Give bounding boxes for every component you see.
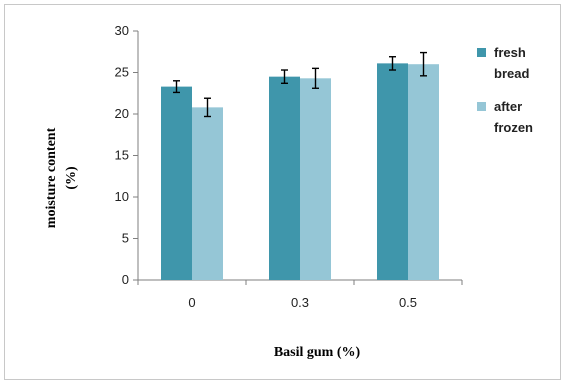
x-axis-label: Basil gum (%): [274, 345, 361, 360]
bar-after-frozen-0.3: [300, 78, 331, 280]
bar-after-frozen-0: [192, 107, 223, 280]
bar-after-frozen-0.5: [408, 64, 439, 280]
x-tick-label: 0.3: [291, 295, 309, 310]
error-bar: [312, 67, 319, 89]
legend-swatch-after-frozen: [477, 102, 486, 111]
legend-swatch-fresh-bread: [477, 48, 486, 57]
error-bar: [204, 97, 211, 118]
y-tick-label: 15: [115, 148, 129, 163]
error-bar: [420, 51, 427, 77]
legend-label-after-frozen-line-1: after: [494, 99, 522, 114]
error-bars: [173, 51, 427, 118]
y-tick-label: 20: [115, 106, 129, 121]
x-tick-label: 0.5: [399, 295, 417, 310]
bar-fresh-bread-0.3: [269, 76, 300, 281]
error-bar: [389, 56, 396, 71]
y-axis-label-line-1: moisture content: [44, 127, 59, 228]
x-tick-label: 0: [188, 295, 195, 310]
y-tick-label: 5: [122, 231, 129, 246]
legend: fresh bread after frozen: [477, 45, 533, 135]
y-tick-label: 30: [115, 23, 129, 38]
y-tick-label: 10: [115, 189, 129, 204]
error-bar: [281, 69, 288, 84]
bar-fresh-bread-0.5: [377, 63, 408, 281]
y-axis-label: moisture content (%): [44, 127, 79, 228]
y-axis-label-line-2: (%): [64, 166, 79, 190]
legend-label-after-frozen-line-2: frozen: [494, 120, 533, 135]
bars: [161, 63, 439, 281]
y-tick-label: 25: [115, 65, 129, 80]
y-tick-labels: 0 5 10 15 20 25 30: [115, 23, 129, 287]
x-tick-labels: 0 0.3 0.5: [188, 295, 417, 310]
error-bar: [173, 80, 180, 94]
y-tick-label: 0: [122, 272, 129, 287]
legend-label-fresh-bread-line-2: bread: [494, 66, 529, 81]
bar-fresh-bread-0: [161, 86, 192, 280]
legend-label-fresh-bread-line-1: fresh: [494, 45, 526, 60]
